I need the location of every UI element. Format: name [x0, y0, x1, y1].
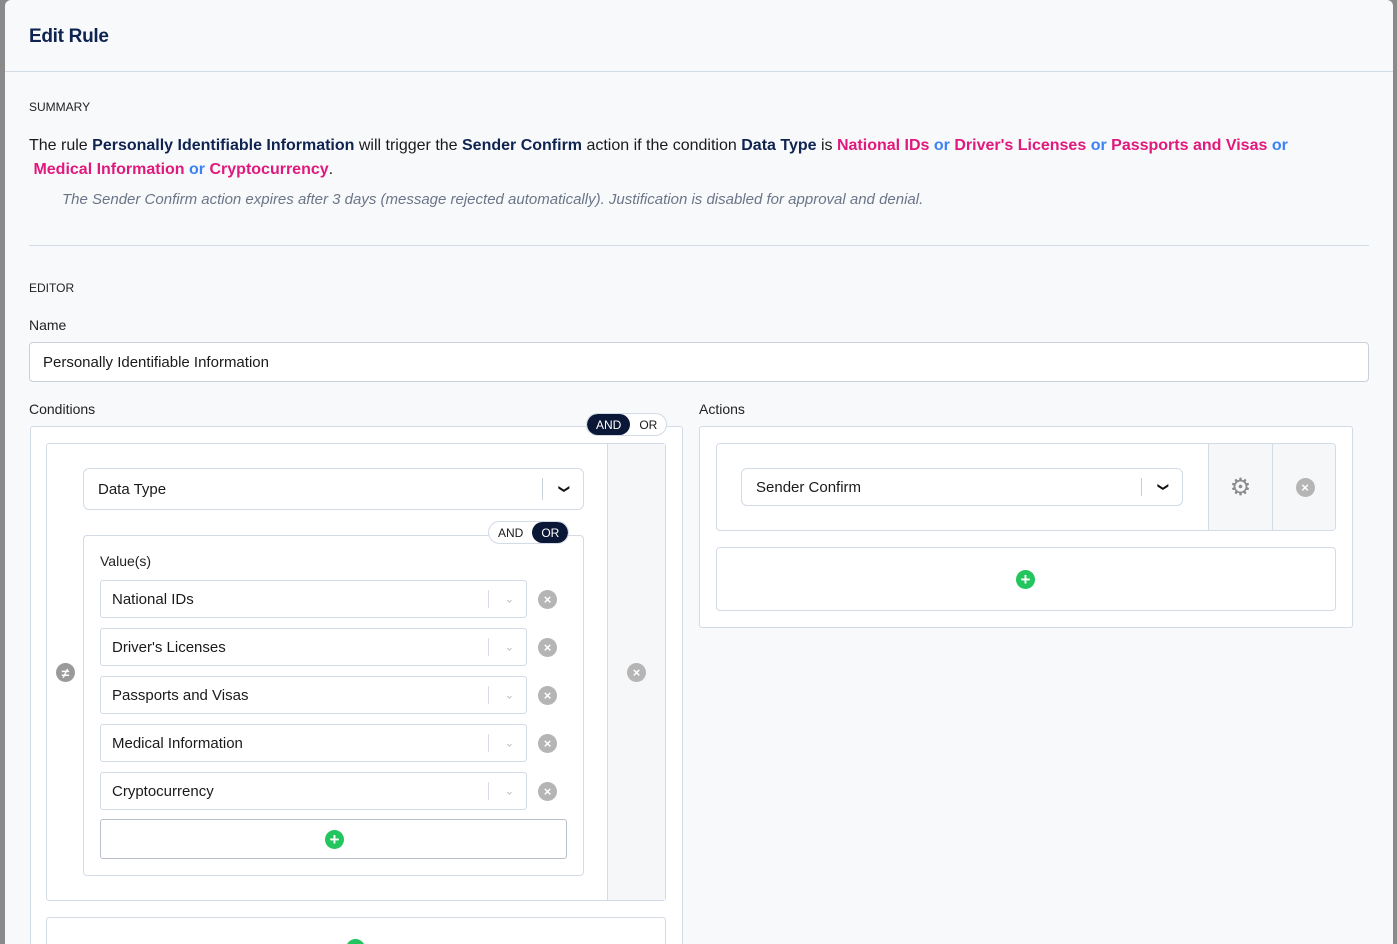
- conditions-label: Conditions: [29, 401, 96, 417]
- remove-value-icon[interactable]: ×: [538, 734, 557, 753]
- toggle-or[interactable]: OR: [639, 417, 658, 432]
- chevron-down-icon[interactable]: ⌄: [504, 641, 514, 654]
- remove-value-icon[interactable]: ×: [538, 590, 557, 609]
- plus-icon: +: [346, 939, 365, 944]
- values-label: Value(s): [100, 553, 152, 569]
- summary-text: The rule Personally Identifiable Informa…: [29, 137, 1288, 178]
- action-value: Sender Confirm: [756, 478, 862, 496]
- values-and-or-toggle[interactable]: AND OR: [488, 521, 570, 544]
- name-label: Name: [29, 317, 67, 333]
- modal-header: Edit Rule: [5, 0, 1393, 72]
- value-select[interactable]: Cryptocurrency ⌄: [100, 772, 527, 810]
- select-separator: [542, 478, 543, 500]
- select-separator: [488, 686, 489, 704]
- modal-title: Edit Rule: [29, 26, 109, 47]
- select-separator: [488, 734, 489, 752]
- chevron-down-icon[interactable]: ❯: [1156, 482, 1169, 492]
- summary-block: The rule Personally Identifiable Informa…: [29, 134, 1379, 209]
- select-separator: [1141, 478, 1142, 496]
- condition-field-select[interactable]: Data Type ❯: [83, 468, 584, 510]
- value-select[interactable]: Driver's Licenses ⌄: [100, 628, 527, 666]
- condition-field-value: Data Type: [98, 480, 167, 498]
- value-text: Passports and Visas: [112, 686, 249, 704]
- value-text: National IDs: [112, 590, 194, 608]
- add-value-button[interactable]: +: [100, 819, 567, 859]
- toggle-and[interactable]: AND: [498, 525, 524, 540]
- action-select[interactable]: Sender Confirm ❯: [741, 468, 1183, 506]
- plus-icon: +: [325, 830, 344, 849]
- value-select[interactable]: Medical Information ⌄: [100, 724, 527, 762]
- edit-rule-modal: Edit Rule SUMMARY The rule Personally Id…: [5, 0, 1393, 944]
- toggle-and[interactable]: AND: [587, 414, 631, 435]
- summary-note: The Sender Confirm action expires after …: [62, 191, 924, 208]
- remove-value-icon[interactable]: ×: [538, 638, 557, 657]
- remove-condition-icon[interactable]: ×: [627, 663, 646, 682]
- actions-label: Actions: [699, 401, 745, 417]
- remove-value-icon[interactable]: ×: [538, 686, 557, 705]
- remove-action-button[interactable]: ×: [1272, 444, 1335, 530]
- name-input[interactable]: Personally Identifiable Information: [29, 342, 1369, 382]
- chevron-down-icon[interactable]: ⌄: [504, 737, 514, 750]
- chevron-down-icon[interactable]: ❯: [557, 484, 570, 494]
- summary-label: SUMMARY: [29, 100, 91, 114]
- toggle-or[interactable]: OR: [532, 522, 569, 543]
- remove-icon: ×: [1295, 477, 1315, 497]
- select-separator: [488, 590, 489, 608]
- chevron-down-icon[interactable]: ⌄: [504, 593, 514, 606]
- chevron-down-icon[interactable]: ⌄: [504, 689, 514, 702]
- divider: [29, 245, 1369, 246]
- gear-icon[interactable]: ⚙: [1208, 444, 1272, 530]
- not-equal-icon[interactable]: ≠: [56, 663, 75, 682]
- add-condition-button[interactable]: +: [46, 917, 666, 944]
- add-action-button[interactable]: +: [716, 547, 1336, 611]
- conditions-and-or-toggle[interactable]: AND OR: [586, 413, 668, 436]
- editor-label: EDITOR: [29, 281, 75, 295]
- remove-value-icon[interactable]: ×: [538, 782, 557, 801]
- select-separator: [488, 782, 489, 800]
- value-text: Medical Information: [112, 734, 243, 752]
- value-text: Driver's Licenses: [112, 638, 226, 656]
- select-separator: [488, 638, 489, 656]
- value-select[interactable]: Passports and Visas ⌄: [100, 676, 527, 714]
- plus-icon: +: [1016, 570, 1035, 589]
- value-select[interactable]: National IDs ⌄: [100, 580, 527, 618]
- chevron-down-icon[interactable]: ⌄: [504, 785, 514, 798]
- value-text: Cryptocurrency: [112, 782, 214, 800]
